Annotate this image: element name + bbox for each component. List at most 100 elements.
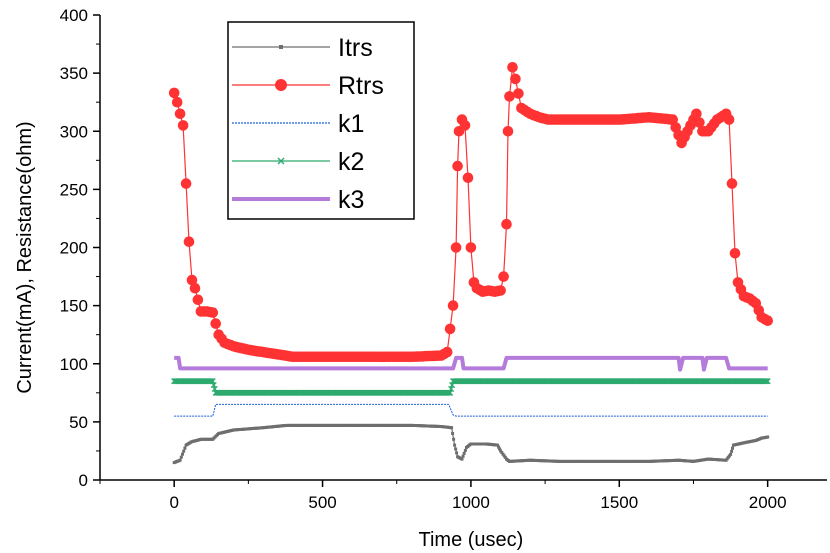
data-point-rtrs	[723, 114, 735, 125]
data-point-itrs	[731, 446, 734, 450]
legend-item-k2: k2	[232, 148, 364, 176]
data-point-rtrs	[174, 108, 186, 120]
x-tick-label: 500	[308, 493, 336, 512]
data-point-rtrs	[168, 87, 180, 99]
data-point-itrs	[183, 446, 187, 450]
series-k1	[174, 403, 768, 417]
y-tick-label: 50	[69, 413, 88, 432]
data-point-k2	[763, 378, 770, 385]
legend-marker	[279, 45, 283, 49]
data-point-rtrs	[210, 318, 221, 329]
y-tick-label: 150	[60, 297, 88, 316]
data-point-itrs	[501, 452, 505, 456]
data-point-rtrs	[726, 178, 738, 189]
ticks-layer: 0 500 1000 1500 2000 0 50 100 150 200 250 300 350 400	[60, 6, 787, 512]
legend-marker	[277, 157, 285, 165]
x-tick-label: 1500	[600, 493, 638, 512]
data-point-rtrs	[183, 236, 195, 247]
data-point-itrs	[182, 449, 186, 453]
series-k3	[174, 355, 768, 372]
data-point-rtrs	[495, 285, 506, 296]
data-point-itrs	[503, 455, 507, 459]
data-point-itrs	[500, 451, 504, 455]
data-point-rtrs	[441, 346, 453, 358]
x-tick-label: 1000	[452, 493, 490, 512]
data-point-rtrs	[465, 242, 477, 253]
data-point-k2	[762, 378, 769, 385]
y-tick-label: 100	[60, 355, 88, 374]
data-point-k2	[445, 389, 453, 396]
series-rtrs	[168, 62, 773, 363]
axes-layer	[99, 15, 827, 481]
legend-box	[227, 21, 415, 220]
data-point-itrs	[453, 443, 457, 447]
x-tick-label: 2000	[749, 493, 787, 512]
data-point-rtrs	[513, 88, 524, 99]
data-point-rtrs	[444, 323, 456, 335]
data-point-rtrs	[691, 108, 702, 120]
x-axis-title: Time (usec)	[419, 529, 524, 551]
data-point-itrs	[499, 449, 503, 453]
data-point-rtrs	[762, 315, 773, 327]
legend-item-itrs: Itrs	[232, 34, 373, 62]
legend-label-rtrs: Rtrs	[338, 72, 384, 100]
data-point-itrs	[462, 451, 466, 455]
data-point-k2	[208, 378, 215, 385]
legend: Itrs Rtrs k1 k2 k3	[227, 21, 415, 220]
data-point-itrs	[460, 457, 464, 461]
data-point-rtrs	[498, 271, 509, 282]
data-point-itrs	[178, 458, 182, 462]
data-point-itrs	[498, 447, 502, 451]
data-point-itrs	[450, 426, 454, 430]
y-tick-label: 250	[60, 180, 88, 199]
series-layer	[168, 62, 773, 465]
y-tick-label: 350	[60, 64, 88, 83]
y-tick-label: 400	[60, 6, 88, 25]
data-point-rtrs	[171, 96, 183, 108]
series-line-k1	[174, 403, 768, 417]
series-line-k3	[174, 355, 768, 372]
legend-label-k2: k2	[338, 148, 364, 176]
data-point-itrs	[463, 448, 467, 452]
data-point-rtrs	[694, 117, 705, 128]
data-point-rtrs	[462, 172, 474, 184]
legend-label-itrs: Itrs	[338, 34, 373, 62]
data-point-rtrs	[207, 307, 219, 318]
data-point-itrs	[454, 447, 458, 451]
y-tick-label: 0	[79, 471, 88, 490]
data-point-rtrs	[452, 160, 463, 172]
legend-marker	[275, 79, 287, 91]
data-point-k2	[764, 378, 771, 385]
data-point-itrs	[455, 451, 459, 455]
y-tick-label: 200	[60, 239, 88, 258]
data-point-itrs	[502, 454, 506, 458]
legend-label-k1: k1	[338, 110, 364, 138]
data-point-itrs	[497, 445, 501, 449]
data-point-itrs	[496, 443, 500, 447]
series-itrs	[172, 423, 770, 465]
data-point-itrs	[766, 435, 770, 439]
data-point-itrs	[181, 452, 184, 456]
data-point-rtrs	[177, 120, 189, 131]
data-point-itrs	[451, 432, 455, 435]
legend-label-k3: k3	[338, 186, 364, 214]
x-tick-label: 0	[169, 493, 178, 512]
data-point-rtrs	[192, 294, 204, 306]
data-point-rtrs	[510, 73, 521, 85]
data-point-rtrs	[447, 300, 459, 311]
data-point-itrs	[729, 452, 733, 456]
data-point-rtrs	[459, 120, 471, 131]
y-axis-title: Current(mA), Resistance(ohm)	[14, 121, 36, 393]
data-point-itrs	[452, 437, 456, 441]
data-point-rtrs	[502, 126, 514, 137]
data-point-rtrs	[450, 242, 462, 253]
data-point-rtrs	[729, 248, 741, 259]
data-point-rtrs	[501, 218, 512, 230]
data-point-itrs	[179, 455, 183, 459]
legend-item-rtrs: Rtrs	[232, 72, 384, 100]
data-point-itrs	[461, 454, 465, 458]
y-tick-label: 300	[60, 122, 88, 141]
data-point-rtrs	[186, 274, 198, 286]
series-k2	[171, 378, 771, 396]
